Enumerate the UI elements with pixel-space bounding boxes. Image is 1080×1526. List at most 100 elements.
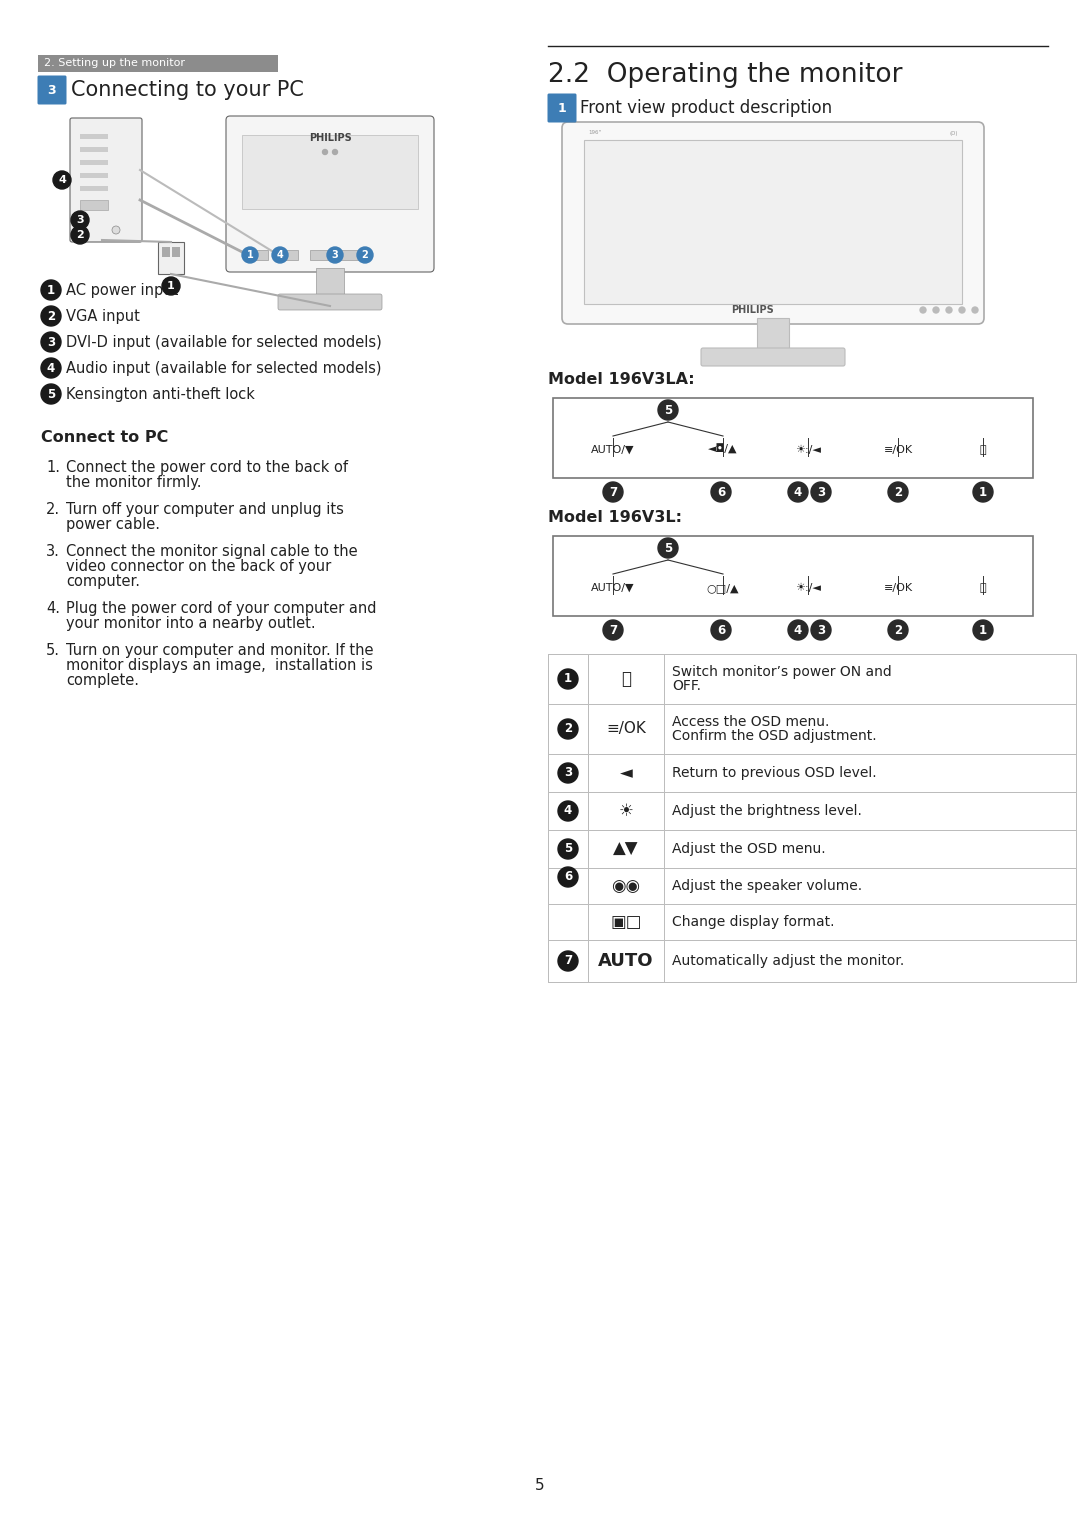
Text: 5.: 5.	[46, 642, 60, 658]
Bar	[158, 243, 184, 275]
Bar	[588, 792, 664, 830]
Circle shape	[162, 278, 180, 295]
Text: 3: 3	[48, 84, 56, 96]
Bar	[588, 655, 664, 703]
Text: 2: 2	[76, 230, 84, 240]
Text: 2: 2	[894, 624, 902, 636]
Circle shape	[946, 307, 951, 313]
Text: Return to previous OSD level.: Return to previous OSD level.	[672, 766, 877, 780]
Text: ≡/OK: ≡/OK	[883, 583, 913, 594]
Text: ▲▼: ▲▼	[613, 839, 638, 858]
Bar	[588, 830, 664, 868]
Text: 6: 6	[564, 870, 572, 884]
Text: your monitor into a nearby outlet.: your monitor into a nearby outlet.	[66, 617, 315, 630]
FancyBboxPatch shape	[38, 75, 67, 104]
Text: Turn on your computer and monitor. If the: Turn on your computer and monitor. If th…	[66, 642, 374, 658]
Text: 1.: 1.	[46, 459, 60, 475]
Bar	[310, 250, 328, 259]
Text: 7: 7	[609, 485, 617, 499]
Text: ◉◉: ◉◉	[611, 877, 640, 896]
Text: Confirm the OSD adjustment.: Confirm the OSD adjustment.	[672, 729, 877, 743]
Text: 6: 6	[717, 485, 725, 499]
Text: ≡/OK: ≡/OK	[606, 722, 646, 737]
Text: Kensington anti-theft lock: Kensington anti-theft lock	[66, 386, 255, 401]
Circle shape	[788, 620, 808, 639]
Bar	[553, 398, 1032, 478]
Circle shape	[327, 247, 343, 262]
Circle shape	[933, 307, 939, 313]
Text: Adjust the OSD menu.: Adjust the OSD menu.	[672, 842, 825, 856]
Bar	[588, 868, 664, 903]
Circle shape	[959, 307, 966, 313]
Circle shape	[972, 307, 978, 313]
Circle shape	[41, 279, 60, 301]
Bar	[548, 868, 1076, 903]
Circle shape	[920, 307, 926, 313]
Text: 5: 5	[664, 542, 672, 554]
Text: Connect to PC: Connect to PC	[41, 430, 168, 446]
Text: Change display format.: Change display format.	[672, 916, 835, 929]
Circle shape	[658, 400, 678, 420]
Text: Access the OSD menu.: Access the OSD menu.	[672, 716, 829, 729]
Bar	[80, 200, 108, 211]
FancyBboxPatch shape	[701, 348, 845, 366]
Text: 5: 5	[664, 403, 672, 417]
Circle shape	[71, 211, 89, 229]
Text: 3: 3	[46, 336, 55, 348]
Circle shape	[41, 359, 60, 378]
Circle shape	[658, 539, 678, 559]
Bar	[548, 703, 1076, 754]
Circle shape	[242, 247, 258, 262]
Circle shape	[558, 763, 578, 783]
Text: 2: 2	[46, 310, 55, 322]
Circle shape	[711, 482, 731, 502]
Text: ◄◘/▲: ◄◘/▲	[708, 446, 738, 455]
Bar	[553, 536, 1032, 617]
Circle shape	[788, 482, 808, 502]
Text: 3: 3	[816, 485, 825, 499]
Bar	[548, 903, 1076, 940]
Text: Model 196V3L:: Model 196V3L:	[548, 511, 681, 525]
Text: 1: 1	[978, 624, 987, 636]
Circle shape	[357, 247, 373, 262]
Bar	[588, 940, 664, 983]
Circle shape	[71, 226, 89, 244]
Text: Front view product description: Front view product description	[580, 99, 832, 118]
Text: monitor displays an image,  installation is: monitor displays an image, installation …	[66, 658, 373, 673]
Bar	[757, 317, 789, 354]
Circle shape	[41, 385, 60, 404]
Text: ≡/OK: ≡/OK	[883, 446, 913, 455]
Text: 4: 4	[58, 175, 66, 185]
Text: VGA input: VGA input	[66, 308, 140, 324]
Text: AUTO/▼: AUTO/▼	[591, 583, 635, 594]
Text: ☀:/◄: ☀:/◄	[795, 583, 821, 594]
Circle shape	[711, 620, 731, 639]
Bar	[548, 792, 588, 830]
Text: power cable.: power cable.	[66, 517, 160, 533]
Text: 7: 7	[609, 624, 617, 636]
Text: ☀:/◄: ☀:/◄	[795, 446, 821, 455]
Bar	[80, 160, 108, 165]
Bar	[80, 146, 108, 153]
Text: Automatically adjust the monitor.: Automatically adjust the monitor.	[672, 954, 904, 967]
Bar	[548, 754, 588, 792]
Circle shape	[323, 150, 327, 154]
Text: the monitor firmly.: the monitor firmly.	[66, 475, 202, 490]
Text: AC power input: AC power input	[66, 282, 178, 298]
Text: Connecting to your PC: Connecting to your PC	[71, 79, 303, 101]
Bar	[588, 903, 664, 940]
Text: ⏻: ⏻	[980, 583, 986, 594]
Text: 2: 2	[564, 722, 572, 736]
Circle shape	[558, 719, 578, 739]
Text: ○□/▲: ○□/▲	[706, 583, 739, 594]
Circle shape	[558, 668, 578, 690]
Circle shape	[811, 620, 831, 639]
Text: 1: 1	[564, 673, 572, 685]
Text: 5: 5	[564, 842, 572, 856]
Bar	[280, 250, 298, 259]
Text: 2: 2	[894, 485, 902, 499]
Circle shape	[41, 307, 60, 327]
Text: 1: 1	[978, 485, 987, 499]
Bar	[249, 250, 268, 259]
Text: PHILIPS: PHILIPS	[309, 133, 351, 143]
